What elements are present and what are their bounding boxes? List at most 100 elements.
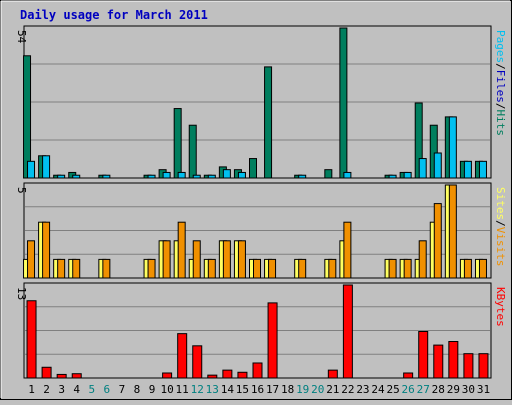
bar-visits-day-27 xyxy=(418,240,427,279)
y-max-label-visits_sites: 5 xyxy=(15,187,28,194)
x-tick-label: 13 xyxy=(206,383,219,396)
bar-visits-day-14 xyxy=(222,240,231,279)
x-tick-label: 8 xyxy=(134,383,141,396)
bar-visits-day-21 xyxy=(328,258,337,279)
bar-visits-day-11 xyxy=(177,221,186,279)
x-tick-label: 30 xyxy=(462,383,475,396)
legend-entry: / xyxy=(494,103,507,110)
bar-pages-day-22 xyxy=(343,171,352,179)
bar-kbytes-day-16 xyxy=(252,362,263,379)
x-tick-label: 21 xyxy=(326,383,339,396)
x-tick-label: 17 xyxy=(266,383,279,396)
bar-visits-day-16 xyxy=(253,258,261,279)
bar-pages-day-25 xyxy=(388,174,397,179)
x-tick-label: 16 xyxy=(251,383,264,396)
bar-kbytes-day-13 xyxy=(207,374,218,379)
x-tick-label: 11 xyxy=(176,383,189,396)
legend-entry: Pages xyxy=(494,30,507,63)
bar-kbytes-day-31 xyxy=(478,353,489,379)
x-tick-label: 5 xyxy=(88,383,95,396)
x-tick-label: 14 xyxy=(221,383,235,396)
bar-pages-day-10 xyxy=(162,171,171,179)
bar-visits-day-30 xyxy=(463,258,472,279)
legend-entry: / xyxy=(494,220,507,227)
bar-kbytes-day-22 xyxy=(342,284,353,379)
legend-entry: Files xyxy=(494,70,507,103)
bar-pages-day-15 xyxy=(237,171,246,179)
bar-visits-day-10 xyxy=(162,240,171,279)
bar-visits-day-22 xyxy=(343,221,352,279)
bar-visits-day-29 xyxy=(448,184,457,279)
legend-entry: Hits xyxy=(494,110,507,137)
bar-visits-day-2 xyxy=(42,221,51,279)
bar-visits-day-6 xyxy=(102,258,111,279)
x-tick-label: 10 xyxy=(160,383,173,396)
x-tick-label: 27 xyxy=(417,383,430,396)
bar-kbytes-day-17 xyxy=(267,302,278,379)
bar-kbytes-day-27 xyxy=(418,331,429,379)
bar-pages-day-14 xyxy=(222,169,231,179)
bar-visits-day-1 xyxy=(27,240,36,279)
x-tick-label: 7 xyxy=(119,383,126,396)
x-tick-label: 2 xyxy=(43,383,50,396)
bar-kbytes-day-3 xyxy=(56,373,67,379)
bar-hits-day-16 xyxy=(249,158,257,179)
x-tick-label: 31 xyxy=(477,383,490,396)
bar-pages-day-3 xyxy=(57,174,66,179)
bar-visits-day-17 xyxy=(268,258,277,279)
bar-kbytes-day-11 xyxy=(177,333,188,379)
x-tick-label: 23 xyxy=(356,383,369,396)
bar-visits-day-31 xyxy=(478,258,487,279)
bar-pages-day-30 xyxy=(463,160,472,179)
x-tick-label: 15 xyxy=(236,383,249,396)
bar-pages-day-4 xyxy=(72,174,81,179)
bar-hits-day-21 xyxy=(324,169,333,179)
x-tick-label: 26 xyxy=(402,383,415,396)
legend-entry: Visits xyxy=(494,227,507,267)
y-max-label-hits_files_pages: 54 xyxy=(15,30,28,44)
x-tick-label: 6 xyxy=(104,383,111,396)
bar-pages-day-1 xyxy=(27,160,36,179)
x-tick-label: 20 xyxy=(311,383,324,396)
bar-pages-day-2 xyxy=(42,155,51,179)
legend-entry: Sites xyxy=(494,187,507,220)
x-tick-label: 4 xyxy=(73,383,80,396)
bar-kbytes-day-10 xyxy=(162,372,173,379)
legend-visits_sites: Sites/Visits xyxy=(494,187,507,267)
bar-hits-day-11 xyxy=(173,108,182,179)
x-tick-label: 1 xyxy=(28,383,35,396)
bar-kbytes-day-28 xyxy=(433,344,444,379)
bar-kbytes-day-1 xyxy=(26,300,37,379)
bar-kbytes-day-2 xyxy=(41,366,52,379)
bar-kbytes-day-15 xyxy=(237,371,248,379)
bar-pages-day-19 xyxy=(298,174,307,179)
bar-kbytes-day-30 xyxy=(463,353,474,379)
bar-visits-day-15 xyxy=(237,240,246,279)
legend-entry: / xyxy=(494,63,507,70)
x-tick-label: 18 xyxy=(281,383,294,396)
x-tick-label: 25 xyxy=(386,383,399,396)
x-tick-label: 29 xyxy=(447,383,460,396)
chart-title: Daily usage for March 2011 xyxy=(20,8,208,22)
bar-pages-day-31 xyxy=(478,160,487,179)
bar-hits-day-12 xyxy=(188,124,197,179)
bar-pages-day-26 xyxy=(403,171,412,179)
bar-pages-day-6 xyxy=(102,174,111,179)
bar-pages-day-29 xyxy=(448,116,457,179)
bar-kbytes-day-21 xyxy=(327,369,338,379)
bar-hits-day-17 xyxy=(264,66,273,179)
bar-pages-day-11 xyxy=(177,171,186,179)
bar-pages-day-28 xyxy=(433,152,442,179)
legend-entry: KBytes xyxy=(494,287,507,327)
legend-hits_files_pages: Pages/Files/Hits xyxy=(494,30,507,136)
bar-hits-day-22 xyxy=(339,27,348,179)
bar-visits-day-4 xyxy=(72,258,81,279)
bar-visits-day-19 xyxy=(298,258,307,279)
x-tick-label: 22 xyxy=(341,383,354,396)
bar-pages-day-12 xyxy=(192,174,201,179)
bar-kbytes-day-26 xyxy=(403,372,414,379)
bar-pages-day-9 xyxy=(147,174,156,179)
x-tick-label: 12 xyxy=(191,383,204,396)
